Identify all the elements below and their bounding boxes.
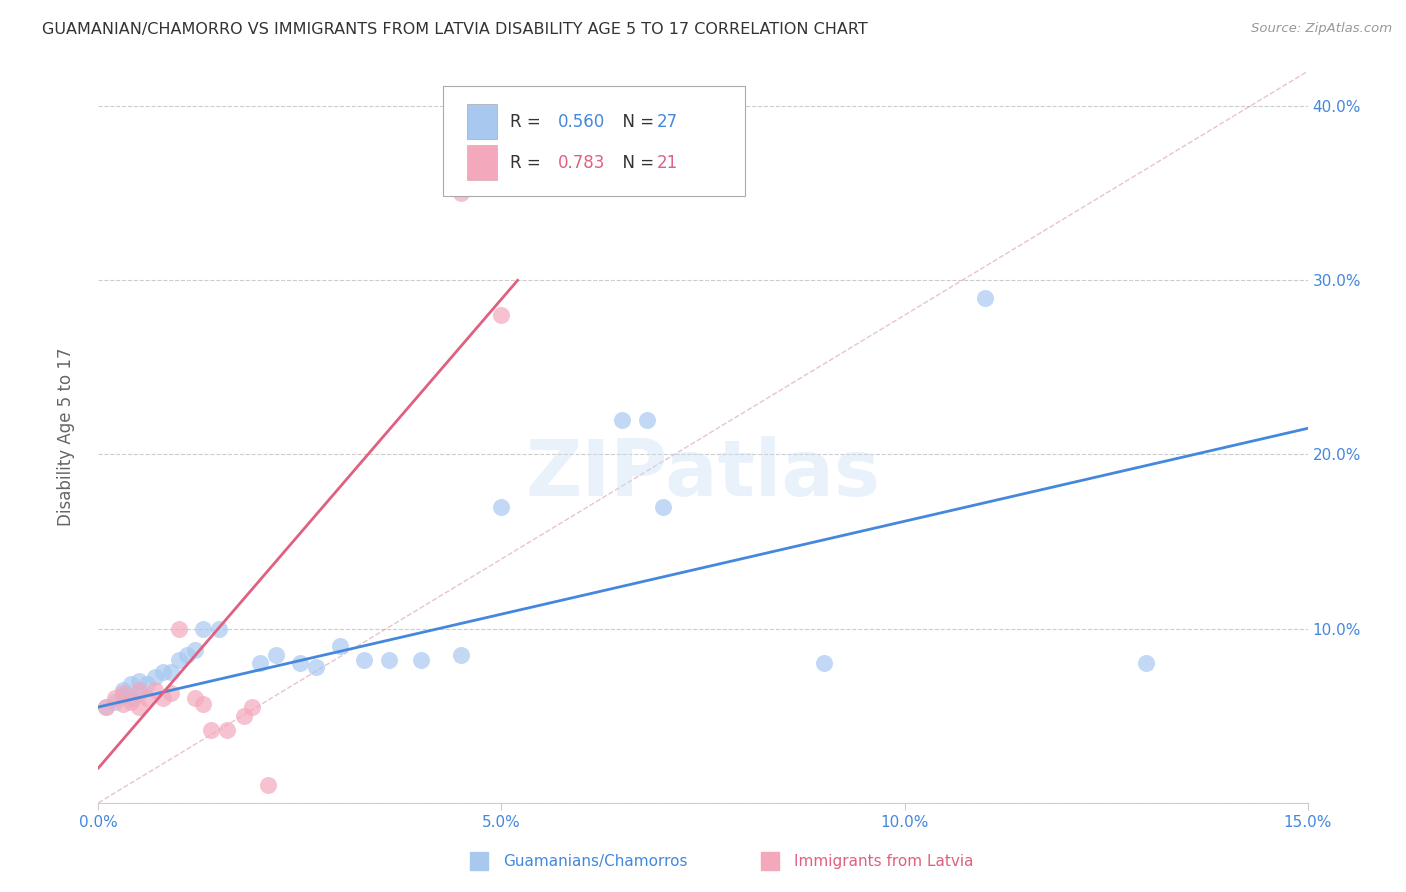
- Point: [264, 648, 287, 662]
- Point: [111, 688, 134, 702]
- Point: [152, 665, 174, 680]
- FancyBboxPatch shape: [467, 104, 498, 139]
- Point: [160, 665, 183, 680]
- Point: [636, 412, 658, 426]
- Text: Source: ZipAtlas.com: Source: ZipAtlas.com: [1251, 22, 1392, 36]
- Point: [240, 700, 263, 714]
- Point: [120, 691, 142, 706]
- Point: [120, 695, 142, 709]
- Point: [111, 697, 134, 711]
- Text: Guamanians/Chamorros: Guamanians/Chamorros: [503, 854, 688, 869]
- Point: [450, 186, 472, 201]
- Text: ZIPatlas: ZIPatlas: [526, 435, 880, 512]
- Point: [651, 500, 673, 514]
- Point: [193, 622, 215, 636]
- Point: [184, 691, 207, 706]
- Point: [232, 708, 254, 723]
- Text: 0.560: 0.560: [558, 112, 605, 131]
- Point: [167, 653, 190, 667]
- Text: 0.783: 0.783: [558, 153, 605, 172]
- Point: [96, 700, 118, 714]
- Point: [103, 695, 125, 709]
- Point: [200, 723, 222, 737]
- Point: [128, 686, 150, 700]
- Point: [1135, 657, 1157, 671]
- Point: [450, 648, 472, 662]
- Point: [974, 291, 997, 305]
- Text: N =: N =: [613, 153, 659, 172]
- Point: [120, 677, 142, 691]
- Point: [143, 682, 166, 697]
- Point: [128, 673, 150, 688]
- Point: [305, 660, 328, 674]
- Point: [111, 682, 134, 697]
- FancyBboxPatch shape: [443, 86, 745, 195]
- Point: [143, 670, 166, 684]
- Text: N =: N =: [613, 112, 659, 131]
- Point: [813, 657, 835, 671]
- FancyBboxPatch shape: [467, 145, 498, 180]
- Point: [249, 657, 271, 671]
- Text: GUAMANIAN/CHAMORRO VS IMMIGRANTS FROM LATVIA DISABILITY AGE 5 TO 17 CORRELATION : GUAMANIAN/CHAMORRO VS IMMIGRANTS FROM LA…: [42, 22, 868, 37]
- Text: R =: R =: [509, 112, 546, 131]
- Point: [612, 412, 634, 426]
- Text: 21: 21: [657, 153, 678, 172]
- Point: [152, 691, 174, 706]
- Y-axis label: Disability Age 5 to 17: Disability Age 5 to 17: [56, 348, 75, 526]
- Point: [409, 653, 432, 667]
- Point: [160, 686, 183, 700]
- Point: [135, 677, 157, 691]
- Point: [288, 657, 311, 671]
- Point: [256, 778, 278, 792]
- Point: [377, 653, 399, 667]
- Text: Immigrants from Latvia: Immigrants from Latvia: [793, 854, 973, 869]
- Text: R =: R =: [509, 153, 546, 172]
- Point: [128, 700, 150, 714]
- Point: [217, 723, 239, 737]
- Point: [167, 622, 190, 636]
- Point: [491, 308, 513, 322]
- Point: [208, 622, 231, 636]
- Point: [176, 648, 198, 662]
- Point: [96, 700, 118, 714]
- Text: 27: 27: [657, 112, 678, 131]
- Point: [329, 639, 352, 653]
- Point: [135, 691, 157, 706]
- Point: [111, 686, 134, 700]
- Point: [193, 697, 215, 711]
- Point: [128, 682, 150, 697]
- Point: [353, 653, 375, 667]
- Point: [103, 691, 125, 706]
- Point: [491, 500, 513, 514]
- Point: [184, 642, 207, 657]
